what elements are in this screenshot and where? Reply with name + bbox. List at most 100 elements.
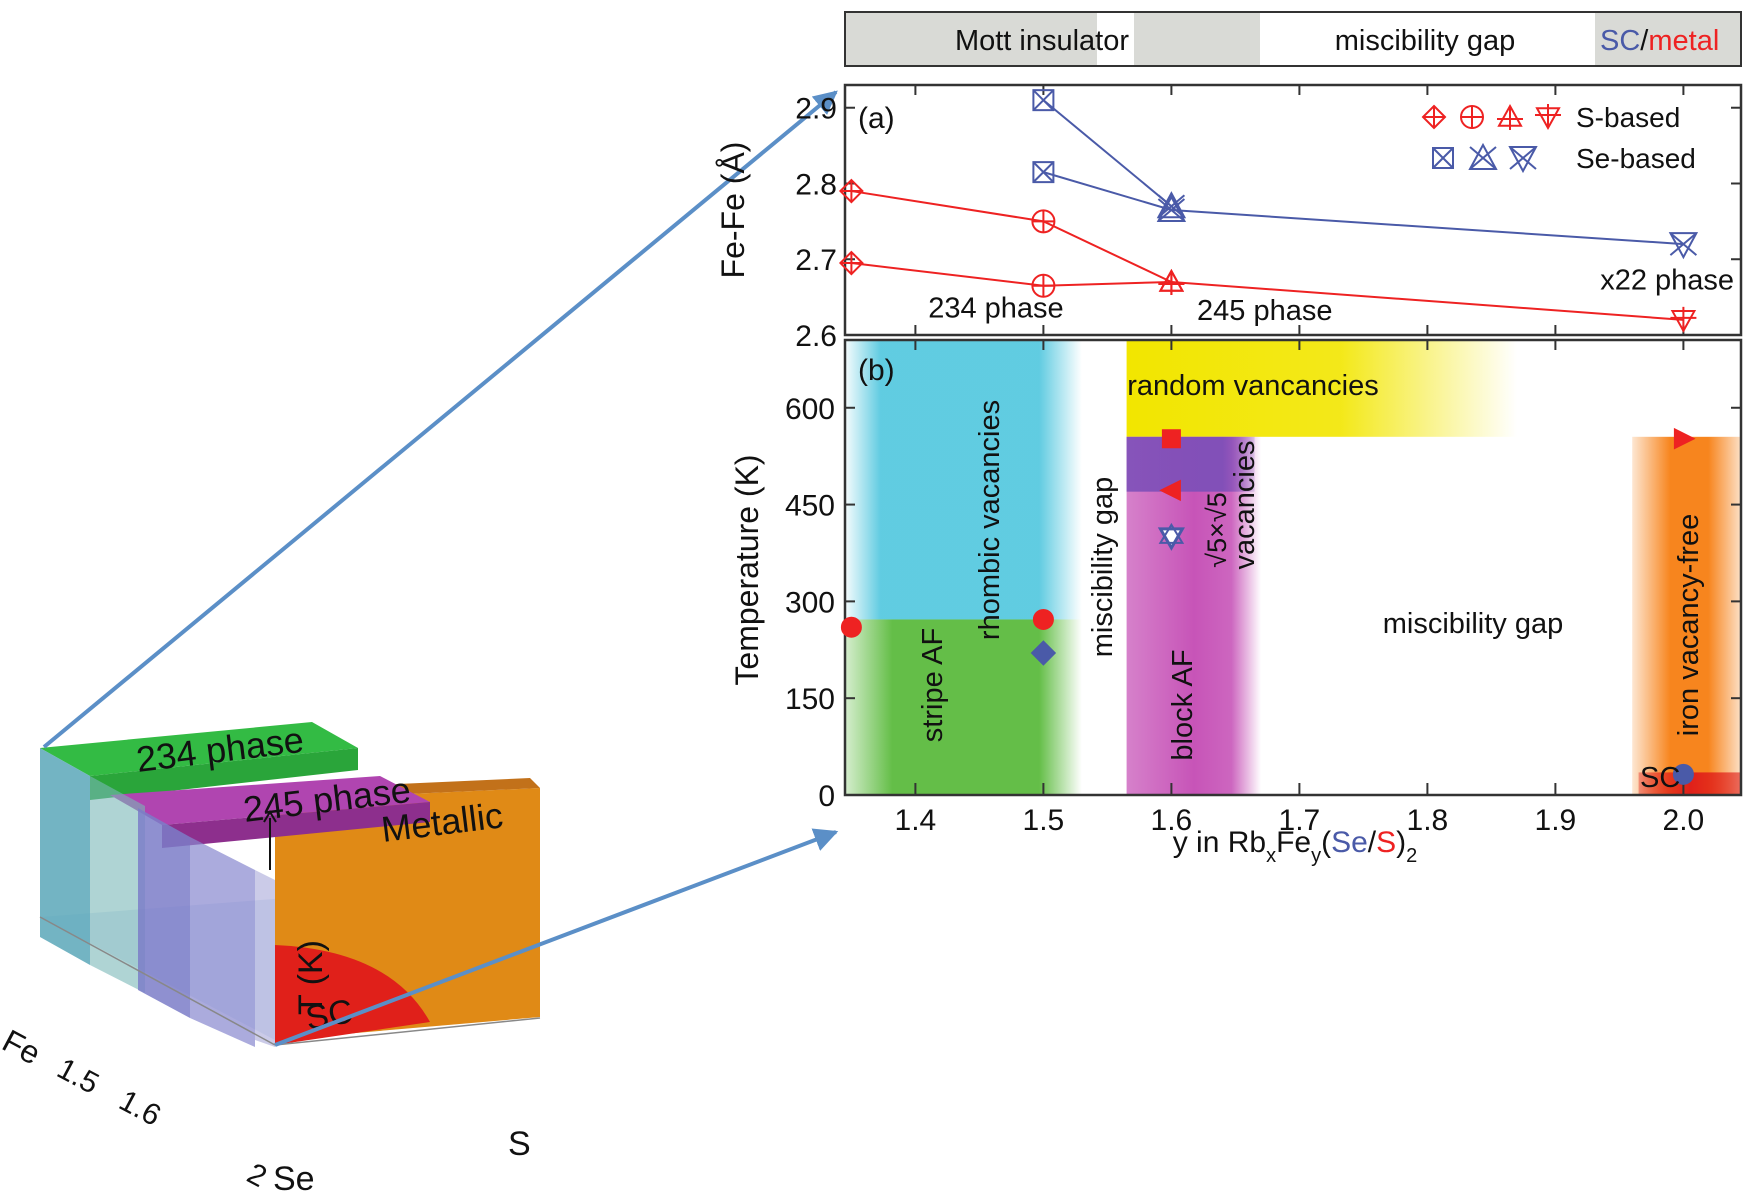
legend-s-marker-1 <box>1460 105 1484 129</box>
plane-2 <box>255 870 275 1047</box>
left-3d-diagram: 234 phase 245 phase Metallic T (K) SC Fe… <box>0 719 541 1198</box>
label-tick-15: 1.5 <box>52 1052 104 1101</box>
label-iron-vacancy-free: iron vacancy-free <box>1673 514 1705 736</box>
pa-point-1-3 <box>1670 306 1697 333</box>
xlabel-part-0: y in Rb <box>1173 826 1266 859</box>
legend-se-marker-2 <box>1508 146 1538 174</box>
pa-point-3-1 <box>1156 194 1187 222</box>
panel-a-markers <box>838 89 1699 333</box>
legend-se-based: Se-based <box>1576 143 1696 174</box>
pb-xtick-label: 1.7 <box>1279 804 1321 837</box>
plane-234-side <box>90 776 145 993</box>
pb-xtick-label: 1.8 <box>1407 804 1449 837</box>
pb-point-1 <box>1032 608 1054 630</box>
label-tick-16: 1.6 <box>114 1084 166 1133</box>
label-tick-2: 2 <box>242 1157 272 1194</box>
state-bar-mott-bg <box>845 12 1097 66</box>
panel-b-markers <box>840 427 1696 785</box>
pa-annotation-0: 234 phase <box>928 293 1063 325</box>
region-rhombic-vacancies <box>845 340 1082 620</box>
pb-point-6 <box>1673 427 1696 450</box>
panel-b-ticks: 0 150 300 450 600 1.4 1.5 1.6 1.7 1.8 1.9 2.0 <box>785 340 1741 837</box>
pb-point-2 <box>1030 640 1057 666</box>
state-bar-slash: / <box>1640 25 1649 57</box>
pa-ytick-label: 2.6 <box>795 320 837 353</box>
region-iron-vacancy-free <box>1632 436 1741 795</box>
legend-s-marker-0 <box>1421 104 1447 130</box>
pa-ytick-label: 2.9 <box>795 93 837 126</box>
state-bar-mott2-bg <box>1134 12 1260 66</box>
region-random-vancancies <box>1126 340 1517 437</box>
state-bar: Mott insulator miscibility gap SC/metal <box>844 11 1742 67</box>
xlabel-part-2: Fe <box>1276 826 1311 859</box>
pb-ytick-label: 450 <box>785 490 835 523</box>
pb-point-4 <box>1159 479 1181 502</box>
pa-ytick-label: 2.8 <box>795 168 837 201</box>
plane-245 <box>138 808 190 1018</box>
panel-a-ylabel: Fe-Fe (Å) <box>715 142 751 279</box>
label-block-af: block AF <box>1167 649 1199 760</box>
legend-s-marker-3 <box>1535 104 1561 131</box>
xlabel-part-3: y <box>1311 845 1321 867</box>
plane-234 <box>40 748 90 965</box>
sc-dome <box>275 945 430 1045</box>
pb-xtick-label: 1.5 <box>1023 804 1065 837</box>
label-vacancies: vacancies <box>1229 441 1261 570</box>
pb-point-3 <box>1161 429 1181 449</box>
state-bar-metal: metal <box>1648 25 1719 57</box>
panel-b-xlabel: y in RbxFey(Se/S)2 <box>1173 826 1418 867</box>
pa-annotation-2: x22 phase <box>1600 265 1734 297</box>
phase-234-front <box>90 748 358 800</box>
region-sc <box>1638 772 1741 795</box>
pb-ytick-label: 300 <box>785 586 835 619</box>
floor-edge-right <box>274 1017 541 1046</box>
pb-xtick-label: 1.4 <box>895 804 937 837</box>
legend-s-marker-2 <box>1497 103 1523 130</box>
connector-arrow-top <box>42 90 838 749</box>
label-t-k: T (K) <box>292 940 330 1015</box>
panel-b: 0 150 300 450 600 1.4 1.5 1.6 1.7 1.8 1.9 2.0 (b) T… <box>729 338 1743 867</box>
panel-a: 2.6 2.7 2.8 2.9 (a) Fe-Fe (Å) 234 phase 245 … <box>715 83 1743 353</box>
pa-point-1-0 <box>838 250 864 276</box>
state-bar-gap-label: miscibility gap <box>1335 25 1516 57</box>
panel-b-regions <box>845 340 1741 795</box>
panel-a-label: (a) <box>858 102 895 135</box>
phase-245-top <box>110 776 430 825</box>
state-bar-metal-bg <box>1595 12 1741 66</box>
panel-a-legend: S-based Se-based <box>1421 102 1696 174</box>
label-stripe-af: stripe AF <box>917 628 949 742</box>
state-bar-sc-metal-label: SC/metal <box>1600 25 1719 57</box>
label-miscibility-gap-1: miscibility gap <box>1087 477 1119 658</box>
pa-point-1-1 <box>1031 273 1056 298</box>
label-se-axis: Se <box>273 1160 315 1198</box>
label-miscibility-gap-2: miscibility gap <box>1383 608 1564 640</box>
pa-point-0-0 <box>838 178 864 204</box>
pa-ytick-label: 2.7 <box>795 244 837 277</box>
label-random-vacancies: random vancancies <box>1127 370 1378 402</box>
xlabel-part-8: ) <box>1396 826 1406 859</box>
legend-se-marker-1 <box>1468 142 1498 170</box>
legend-s-based: S-based <box>1576 102 1680 133</box>
t-axis-arrowhead <box>263 810 277 823</box>
label-fe-axis: Fe <box>0 1022 47 1071</box>
state-bar-frame <box>844 11 1742 67</box>
pa-point-2-0 <box>1032 89 1055 112</box>
label-sqrt5: √5×√5 <box>1202 492 1232 567</box>
xlabel-part-5: Se <box>1331 826 1368 859</box>
panel-a-annotations: 234 phase 245 phase x22 phase <box>928 265 1734 327</box>
xlabel-part-7: S <box>1376 826 1396 859</box>
xlabel-part-9: 2 <box>1406 845 1417 867</box>
pa-point-1-2 <box>1158 268 1185 295</box>
phase-234-top <box>40 722 358 776</box>
panel-a-lines <box>851 99 1684 321</box>
pb-ytick-label: 600 <box>785 393 835 426</box>
pb-point-7 <box>1672 763 1694 785</box>
pb-xtick-label: 1.9 <box>1535 804 1577 837</box>
floor-edge-left <box>39 916 276 1046</box>
region-block-af <box>1126 436 1261 795</box>
pb-ytick-label: 150 <box>785 683 835 716</box>
connector-arrow-bottom <box>274 828 839 1047</box>
pb-xtick-label: 2.0 <box>1663 804 1705 837</box>
xlabel-part-1: x <box>1266 845 1276 867</box>
pa-point-0-1 <box>1031 209 1056 234</box>
